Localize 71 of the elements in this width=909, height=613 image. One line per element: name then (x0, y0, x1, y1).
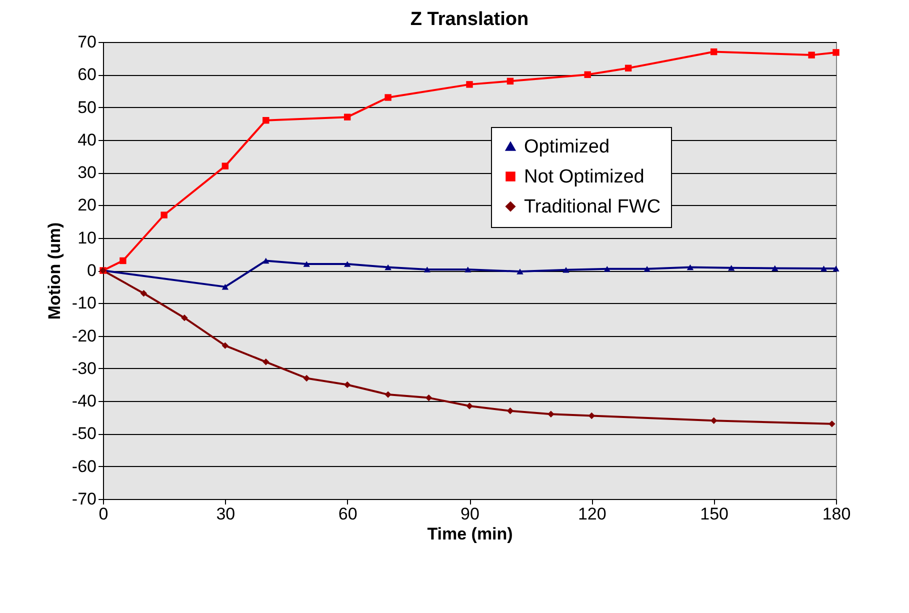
point (710, 48, 718, 56)
point (548, 410, 554, 418)
point (644, 266, 650, 272)
point (262, 258, 270, 264)
x-axis-title: Time (min) (427, 524, 513, 544)
point (424, 266, 431, 272)
point (384, 391, 392, 398)
point (808, 52, 815, 58)
point (506, 78, 514, 85)
point (140, 290, 148, 297)
point (222, 284, 229, 290)
point (584, 71, 591, 78)
point (710, 417, 718, 424)
legend-label: Optimized (524, 136, 610, 158)
point (772, 265, 778, 272)
x-tick-label: 120 (578, 504, 606, 524)
point (120, 257, 126, 264)
y-tick-label: -20 (72, 326, 96, 346)
point (384, 94, 392, 101)
y-tick-label: -50 (72, 424, 96, 444)
point (562, 266, 570, 273)
y-tick-label: 30 (78, 163, 96, 182)
point (181, 314, 188, 322)
point (222, 162, 229, 170)
point (832, 49, 840, 56)
x-tick-label: 0 (98, 504, 108, 524)
point (728, 264, 735, 271)
point (344, 114, 351, 120)
point (464, 266, 472, 272)
point (516, 268, 524, 274)
y-tick-label: 20 (78, 196, 96, 215)
y-tick-label: 10 (78, 228, 96, 248)
y-tick-label: -60 (72, 456, 96, 476)
x-tick-label: 90 (460, 504, 480, 524)
y-tick-label: 60 (78, 65, 96, 84)
point (686, 264, 694, 270)
x-tick-label: 180 (822, 504, 851, 524)
point (466, 81, 473, 88)
point (303, 374, 310, 382)
point (506, 408, 514, 414)
point (303, 261, 310, 267)
y-tick-label: -70 (72, 490, 96, 508)
y-tick-label: 50 (78, 98, 96, 117)
chart-title: Z Translation (410, 9, 529, 30)
y-tick-label: 40 (78, 130, 96, 150)
x-tick-label: 150 (700, 504, 729, 524)
legend-label: Traditional FWC (524, 196, 661, 218)
point (222, 342, 229, 349)
point (604, 266, 610, 272)
point (466, 402, 473, 410)
y-axis-title: Motion (um) (44, 222, 64, 320)
point (832, 266, 840, 272)
point (160, 212, 168, 218)
point (624, 64, 632, 72)
y-tick-label: -40 (72, 392, 96, 411)
x-tick-label: 60 (338, 504, 358, 524)
point (344, 381, 351, 388)
point (262, 116, 270, 124)
point (384, 264, 392, 270)
point (344, 261, 351, 267)
legend-label: Not Optimized (524, 166, 644, 188)
y-tick-label: -30 (72, 358, 96, 378)
point (588, 412, 596, 420)
x-tick-label: 30 (216, 504, 236, 524)
y-tick-label: 70 (78, 32, 96, 52)
point (820, 266, 828, 272)
point (425, 394, 432, 402)
point (262, 358, 270, 366)
point (828, 420, 836, 428)
y-tick-label: 0 (87, 261, 96, 280)
y-tick-label: -10 (72, 294, 96, 313)
